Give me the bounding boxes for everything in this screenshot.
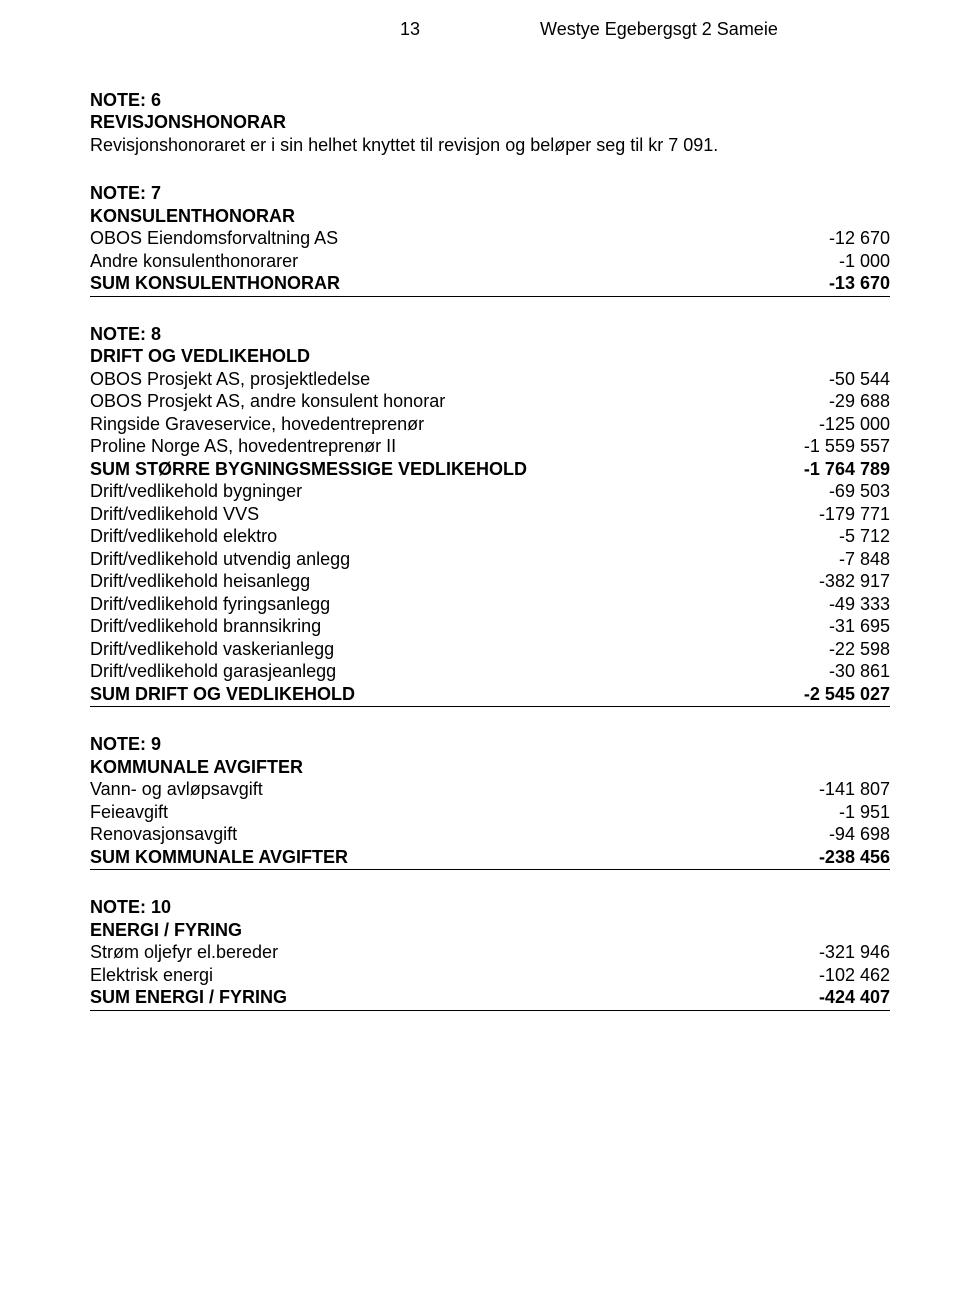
row-value: -321 946 <box>819 941 890 964</box>
sum-label: SUM KONSULENTHONORAR <box>90 272 829 295</box>
row-label: Renovasjonsavgift <box>90 823 829 846</box>
row-label: Drift/vedlikehold brannsikring <box>90 615 829 638</box>
note-6: NOTE: 6 REVISJONSHONORAR Revisjonshonora… <box>90 89 890 157</box>
row-value: -125 000 <box>819 413 890 436</box>
table-row: Proline Norge AS, hovedentreprenør II -1… <box>90 435 890 458</box>
table-row: Drift/vedlikehold bygninger -69 503 <box>90 480 890 503</box>
row-label: Ringside Graveservice, hovedentreprenør <box>90 413 819 436</box>
row-value: -29 688 <box>829 390 890 413</box>
subsum-value: -1 764 789 <box>804 458 890 481</box>
page: 13 Westye Egebergsgt 2 Sameie NOTE: 6 RE… <box>0 0 960 1308</box>
row-label: Drift/vedlikehold utvendig anlegg <box>90 548 839 571</box>
note-9-heading: NOTE: 9 <box>90 733 890 756</box>
row-value: -1 951 <box>839 801 890 824</box>
row-value: -50 544 <box>829 368 890 391</box>
page-number: 13 <box>400 18 420 41</box>
note-8: NOTE: 8 DRIFT OG VEDLIKEHOLD OBOS Prosje… <box>90 323 890 708</box>
row-label: Drift/vedlikehold bygninger <box>90 480 829 503</box>
row-label: Feieavgift <box>90 801 839 824</box>
table-row: Drift/vedlikehold elektro -5 712 <box>90 525 890 548</box>
row-label: Drift/vedlikehold vaskerianlegg <box>90 638 829 661</box>
sum-value: -2 545 027 <box>804 683 890 706</box>
table-row: Drift/vedlikehold utvendig anlegg -7 848 <box>90 548 890 571</box>
row-value: -22 598 <box>829 638 890 661</box>
table-row: Andre konsulenthonorarer -1 000 <box>90 250 890 273</box>
table-row: OBOS Prosjekt AS, prosjektledelse -50 54… <box>90 368 890 391</box>
sum-label: SUM KOMMUNALE AVGIFTER <box>90 846 819 869</box>
table-row: Drift/vedlikehold heisanlegg -382 917 <box>90 570 890 593</box>
note-8-subheading: DRIFT OG VEDLIKEHOLD <box>90 345 890 368</box>
sum-value: -13 670 <box>829 272 890 295</box>
row-label: Drift/vedlikehold fyringsanlegg <box>90 593 829 616</box>
sum-row: SUM DRIFT OG VEDLIKEHOLD -2 545 027 <box>90 683 890 706</box>
sum-label: SUM ENERGI / FYRING <box>90 986 819 1009</box>
row-value: -69 503 <box>829 480 890 503</box>
table-row: OBOS Eiendomsforvaltning AS -12 670 <box>90 227 890 250</box>
row-value: -31 695 <box>829 615 890 638</box>
row-label: OBOS Prosjekt AS, prosjektledelse <box>90 368 829 391</box>
table-row: Elektrisk energi -102 462 <box>90 964 890 987</box>
table-row: Drift/vedlikehold brannsikring -31 695 <box>90 615 890 638</box>
note-7: NOTE: 7 KONSULENTHONORAR OBOS Eiendomsfo… <box>90 182 890 297</box>
row-value: -5 712 <box>839 525 890 548</box>
row-value: -7 848 <box>839 548 890 571</box>
sum-value: -238 456 <box>819 846 890 869</box>
note-9-subheading: KOMMUNALE AVGIFTER <box>90 756 890 779</box>
row-value: -382 917 <box>819 570 890 593</box>
note-10-heading: NOTE: 10 <box>90 896 890 919</box>
note-10: NOTE: 10 ENERGI / FYRING Strøm oljefyr e… <box>90 896 890 1011</box>
divider <box>90 1010 890 1011</box>
note-9: NOTE: 9 KOMMUNALE AVGIFTER Vann- og avlø… <box>90 733 890 870</box>
table-row: Vann- og avløpsavgift -141 807 <box>90 778 890 801</box>
divider <box>90 296 890 297</box>
sum-value: -424 407 <box>819 986 890 1009</box>
row-label: OBOS Prosjekt AS, andre konsulent honora… <box>90 390 829 413</box>
table-row: Ringside Graveservice, hovedentreprenør … <box>90 413 890 436</box>
note-6-heading: NOTE: 6 <box>90 89 890 112</box>
row-label: Elektrisk energi <box>90 964 819 987</box>
row-label: Andre konsulenthonorarer <box>90 250 839 273</box>
row-label: Vann- og avløpsavgift <box>90 778 819 801</box>
row-value: -1 559 557 <box>804 435 890 458</box>
row-label: Strøm oljefyr el.bereder <box>90 941 819 964</box>
row-value: -102 462 <box>819 964 890 987</box>
row-value: -179 771 <box>819 503 890 526</box>
sum-label: SUM DRIFT OG VEDLIKEHOLD <box>90 683 804 706</box>
table-row: Drift/vedlikehold VVS -179 771 <box>90 503 890 526</box>
row-value: -94 698 <box>829 823 890 846</box>
document-title: Westye Egebergsgt 2 Sameie <box>540 18 778 41</box>
row-value: -49 333 <box>829 593 890 616</box>
divider <box>90 706 890 707</box>
row-label: Proline Norge AS, hovedentreprenør II <box>90 435 804 458</box>
row-label: Drift/vedlikehold VVS <box>90 503 819 526</box>
table-row: Drift/vedlikehold fyringsanlegg -49 333 <box>90 593 890 616</box>
page-header: 13 Westye Egebergsgt 2 Sameie <box>90 18 890 41</box>
note-6-subheading: REVISJONSHONORAR <box>90 111 890 134</box>
table-row: Strøm oljefyr el.bereder -321 946 <box>90 941 890 964</box>
table-row: Drift/vedlikehold garasjeanlegg -30 861 <box>90 660 890 683</box>
row-value: -1 000 <box>839 250 890 273</box>
note-7-heading: NOTE: 7 <box>90 182 890 205</box>
note-6-text: Revisjonshonoraret er i sin helhet knytt… <box>90 134 890 157</box>
table-row: Drift/vedlikehold vaskerianlegg -22 598 <box>90 638 890 661</box>
row-value: -30 861 <box>829 660 890 683</box>
sum-row: SUM KONSULENTHONORAR -13 670 <box>90 272 890 295</box>
row-label: OBOS Eiendomsforvaltning AS <box>90 227 829 250</box>
table-row: Feieavgift -1 951 <box>90 801 890 824</box>
subsum-row: SUM STØRRE BYGNINGSMESSIGE VEDLIKEHOLD -… <box>90 458 890 481</box>
note-10-subheading: ENERGI / FYRING <box>90 919 890 942</box>
row-label: Drift/vedlikehold garasjeanlegg <box>90 660 829 683</box>
table-row: OBOS Prosjekt AS, andre konsulent honora… <box>90 390 890 413</box>
table-row: Renovasjonsavgift -94 698 <box>90 823 890 846</box>
row-label: Drift/vedlikehold elektro <box>90 525 839 548</box>
row-label: Drift/vedlikehold heisanlegg <box>90 570 819 593</box>
row-value: -12 670 <box>829 227 890 250</box>
sum-row: SUM ENERGI / FYRING -424 407 <box>90 986 890 1009</box>
row-value: -141 807 <box>819 778 890 801</box>
note-8-heading: NOTE: 8 <box>90 323 890 346</box>
divider <box>90 869 890 870</box>
note-7-subheading: KONSULENTHONORAR <box>90 205 890 228</box>
sum-row: SUM KOMMUNALE AVGIFTER -238 456 <box>90 846 890 869</box>
subsum-label: SUM STØRRE BYGNINGSMESSIGE VEDLIKEHOLD <box>90 458 804 481</box>
